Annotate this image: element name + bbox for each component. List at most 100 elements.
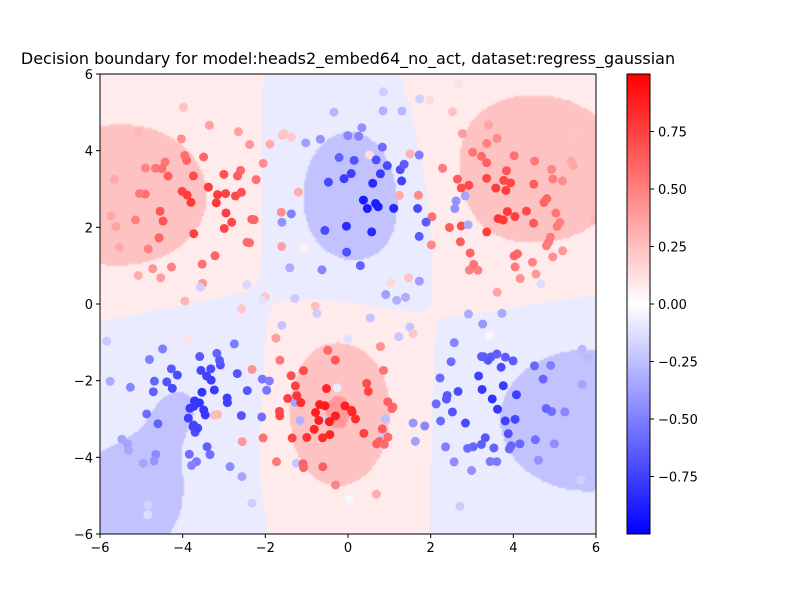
scatter-point: [482, 173, 492, 183]
scatter-point: [449, 457, 459, 467]
scatter-point: [237, 472, 247, 482]
scatter-point: [236, 411, 246, 421]
scatter-point: [318, 433, 328, 443]
y-tick-label: 2: [85, 221, 93, 236]
scatter-point: [435, 373, 445, 383]
scatter-point: [148, 387, 158, 397]
scatter-point: [482, 158, 492, 168]
scatter-point: [222, 398, 232, 408]
scatter-point: [318, 462, 328, 472]
scatter-point: [219, 223, 229, 233]
scatter-point: [155, 206, 165, 216]
scatter-point: [515, 439, 525, 449]
scatter-point: [427, 212, 437, 222]
scatter-point: [506, 178, 516, 188]
scatter-point: [213, 190, 223, 200]
scatter-point: [286, 209, 296, 219]
colorbar: [626, 73, 651, 535]
scatter-point: [362, 378, 372, 388]
scatter-point: [111, 221, 121, 231]
scatter-point: [290, 381, 300, 391]
scatter-point: [323, 345, 333, 355]
scatter-point: [394, 332, 404, 342]
x-tick-label: 6: [592, 541, 600, 556]
scatter-point: [454, 79, 464, 89]
scatter-point: [499, 175, 509, 185]
x-tick-label: 0: [344, 541, 352, 556]
scatter-point: [530, 156, 540, 166]
scatter-point: [504, 444, 514, 454]
scatter-point: [397, 176, 407, 186]
scatter-point: [421, 217, 431, 227]
colorbar-tick-label: −0.25: [658, 356, 698, 371]
scatter-point: [210, 251, 220, 261]
scatter-point: [378, 87, 388, 97]
scatter-point: [536, 279, 546, 289]
scatter-point: [551, 208, 561, 218]
scatter-point: [460, 191, 470, 201]
scatter-point: [334, 153, 344, 163]
scatter-point: [203, 182, 213, 192]
scatter-point: [82, 437, 91, 446]
scatter-point: [321, 384, 331, 394]
scatter-point: [576, 475, 586, 485]
scatter-point: [221, 189, 231, 199]
scatter-point: [510, 414, 520, 424]
scatter-point: [285, 263, 295, 273]
scatter-point: [491, 183, 501, 193]
scatter-point: [502, 207, 512, 217]
scatter-point: [182, 334, 192, 344]
scatter-point: [349, 155, 359, 165]
scatter-point: [515, 274, 525, 284]
scatter-point: [158, 344, 168, 354]
scatter-point: [420, 421, 430, 431]
scatter-point: [529, 218, 539, 228]
decision-field: [100, 74, 596, 534]
scatter-point: [457, 129, 467, 139]
scatter-point: [195, 352, 205, 362]
scatter-point: [157, 164, 167, 174]
scatter-point: [405, 149, 415, 159]
scatter-point: [558, 176, 568, 186]
scatter-point: [378, 106, 388, 116]
scatter-point: [577, 379, 587, 389]
y-tick-label: 0: [85, 298, 93, 313]
scatter-point: [242, 280, 252, 290]
colorbar-tick-label: 0.50: [658, 183, 687, 198]
scatter-point: [357, 123, 367, 133]
scatter-point: [236, 165, 246, 175]
scatter-point: [492, 287, 502, 297]
scatter-point: [389, 203, 399, 213]
scatter-point: [408, 418, 418, 428]
scatter-point: [375, 169, 385, 179]
scatter-point: [405, 322, 415, 332]
scatter-point: [455, 501, 465, 511]
scatter-point: [343, 334, 353, 344]
scatter-point: [529, 361, 539, 371]
scatter-point: [219, 169, 229, 179]
scatter-point: [299, 243, 309, 253]
scatter-point: [195, 282, 205, 292]
scatter-point: [598, 309, 607, 318]
scatter-point: [510, 212, 520, 222]
scatter-point: [320, 225, 330, 235]
scatter-point: [134, 128, 144, 138]
scatter-point: [368, 178, 378, 188]
scatter-point: [276, 207, 286, 217]
scatter-point: [484, 331, 494, 341]
scatter-point: [448, 107, 458, 117]
scatter-point: [600, 354, 609, 363]
scatter-point: [329, 107, 339, 117]
scatter-point: [114, 242, 124, 252]
scatter-point: [277, 320, 287, 330]
scatter-point: [166, 364, 176, 374]
scatter-point: [547, 164, 557, 174]
scatter-point: [354, 131, 364, 141]
x-tick-label: −4: [173, 541, 192, 556]
scatter-point: [178, 102, 188, 112]
scatter-point: [501, 185, 511, 195]
scatter-point: [541, 241, 551, 251]
scatter-point: [143, 510, 153, 520]
scatter-point: [184, 449, 194, 459]
scatter-point: [546, 360, 556, 370]
